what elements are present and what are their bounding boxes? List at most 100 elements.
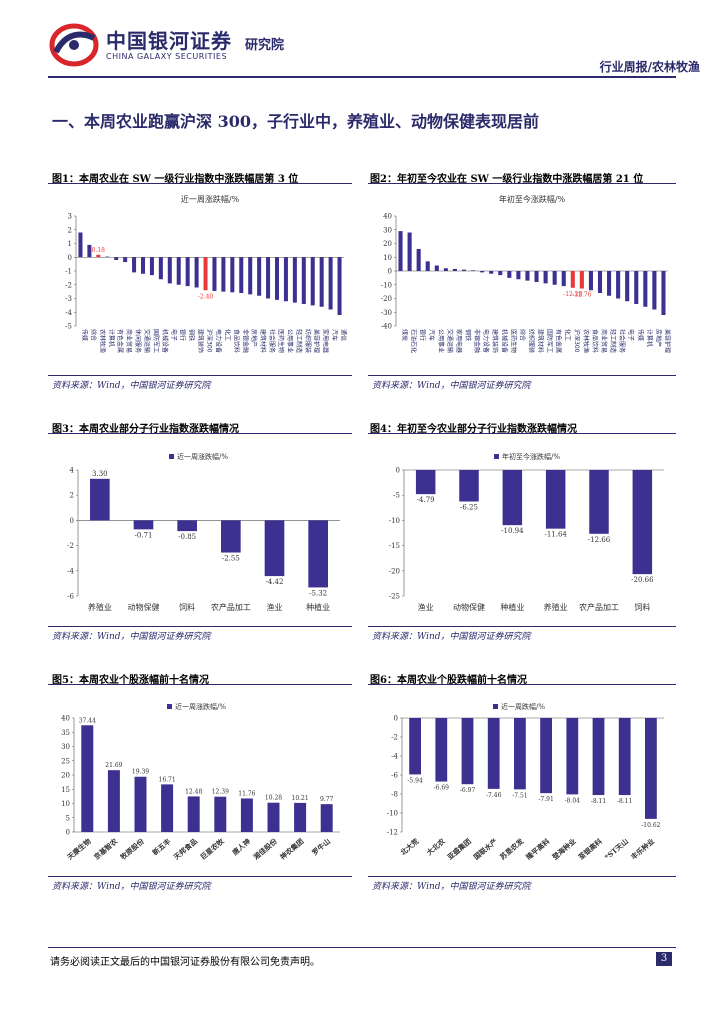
bar: [176, 257, 181, 285]
category-label: 电子: [170, 329, 178, 341]
bar: [212, 257, 217, 291]
category-label: 登海种业: [550, 837, 578, 863]
bar: [283, 257, 288, 302]
bar: [78, 232, 83, 258]
legend-swatch: [169, 454, 174, 459]
y-tick-label: -10: [381, 281, 392, 289]
bar: [398, 231, 403, 271]
category-label: 饲料: [634, 602, 650, 612]
bar: [452, 268, 457, 271]
category-label: 交通运输: [446, 329, 454, 353]
category-label: 传媒: [636, 329, 644, 341]
bar: [652, 271, 657, 310]
category-label: 电力设备: [482, 329, 490, 353]
bar: [625, 271, 630, 302]
category-label: 农产品加工: [579, 602, 619, 612]
y-tick-label: 20: [61, 772, 70, 780]
legend-swatch: [167, 704, 172, 709]
figure-5-source: 资料来源：Wind，中国银河证券研究院: [52, 882, 211, 892]
figure-2-rule: [368, 183, 676, 184]
category-label: 医药生物: [509, 329, 517, 353]
category-label: 建筑装饰: [197, 329, 205, 353]
category-label: 轻工制造: [295, 329, 303, 353]
bar: [221, 520, 241, 553]
bar: [294, 802, 307, 832]
category-label: 养殖业: [88, 602, 112, 612]
y-tick-label: 25: [61, 757, 70, 765]
bar: [480, 271, 485, 273]
category-label: 渔业: [418, 602, 434, 612]
data-label: 10.21: [292, 795, 309, 802]
category-label: 沪深300: [206, 329, 214, 353]
data-label: 16.71: [159, 776, 176, 783]
category-label: 有色金属: [555, 329, 563, 353]
data-label: -12.20: [563, 291, 582, 298]
y-tick-label: -20: [389, 567, 400, 575]
bar: [308, 520, 328, 588]
chart-1: 近一周涨跌幅/% 3 2 1 0 -1 -2 -3 -4 -5 传媒 综合 0.18 农林牧渔 计算机 有色金…: [65, 194, 347, 353]
bar: [257, 257, 262, 296]
category-label: 交通运输: [143, 329, 151, 353]
category-label: 机械设备: [161, 329, 169, 353]
y-tick-label: 30: [61, 743, 70, 751]
figure-6-bottom-rule: [368, 876, 676, 877]
data-label: -2.40: [198, 293, 214, 300]
category-label: 电子: [627, 329, 635, 341]
y-tick-label: 30: [383, 226, 392, 234]
category-label: 种植业: [500, 602, 524, 612]
y-tick-label: -10: [389, 517, 400, 525]
legend: 近一周涨跌幅/%: [181, 194, 240, 204]
legend: 年初至今涨跌幅/%: [499, 194, 566, 204]
category-label: 医药生物: [277, 329, 285, 353]
data-label: -5.94: [407, 777, 423, 784]
bar: [516, 271, 521, 280]
bar: [310, 257, 315, 306]
chart-2: 年初至今涨跌幅/% 40 30 20 10 0 -10 -20 -30 -40 煤炭 石油石化 银行 汽车…: [381, 194, 672, 353]
category-label: 轻工制造: [609, 329, 617, 353]
category-label: 钢铁: [464, 329, 472, 341]
category-label: 食品饮料: [591, 329, 599, 353]
category-label: 农产品加工: [211, 602, 251, 612]
category-label: 家用电器: [322, 329, 330, 353]
bar: [203, 257, 208, 291]
section-title: 一、本周农业跑赢沪深 300，子行业中，养殖业、动物保健表现居前: [52, 112, 539, 131]
bar: [187, 796, 200, 832]
y-tick-label: 0: [70, 517, 74, 525]
category-label: 石油石化: [410, 329, 418, 353]
category-label: 北大荒: [399, 837, 421, 857]
category-label: 国防军工: [152, 329, 160, 353]
category-label: 公用事业: [437, 329, 445, 353]
figure-4-source: 资料来源：Wind，中国银河证券研究院: [372, 632, 531, 642]
bar: [90, 478, 110, 521]
bar: [607, 271, 612, 296]
legend-label: 近一周涨跌幅/%: [175, 702, 226, 711]
category-label: 天邦食品: [172, 837, 199, 862]
y-tick-label: -30: [381, 309, 392, 317]
bar: [645, 718, 657, 819]
y-tick-label: -25: [389, 593, 400, 601]
figure-6-source: 资料来源：Wind，中国银河证券研究院: [372, 882, 531, 892]
y-tick-label: 15: [61, 786, 70, 794]
legend-label: 近一周涨跌幅/%: [181, 194, 240, 204]
category-label: 有色金属: [116, 329, 124, 353]
y-tick-label: 1: [68, 240, 72, 248]
bar: [545, 470, 566, 529]
bar: [514, 718, 526, 790]
bar: [114, 257, 119, 260]
bar: [132, 257, 137, 273]
chart-4: 年初至今涨跌幅/% 0 -5 -10 -15 -20 -25 -4.79 渔业 -6.25 动物保健…: [389, 452, 664, 612]
bar: [661, 271, 666, 315]
chart-3: 近一周涨跌幅/% 4 2 0 -2 -4 -6 3.30 养殖业 -0.71 动物保健 -0.85 饲料…: [67, 452, 340, 612]
data-label: -5.32: [309, 589, 327, 597]
y-tick-label: -5: [65, 323, 72, 331]
category-label: 建筑材料: [259, 329, 267, 353]
figure-2-title: 图2：年初至今农业在 SW 一级行业指数中涨跌幅居第 21 位: [370, 174, 644, 185]
data-label: 19.39: [132, 769, 149, 776]
y-tick-label: -3: [65, 295, 72, 303]
category-label: 新五丰: [151, 837, 173, 857]
bar: [107, 770, 120, 832]
bar: [266, 257, 271, 299]
legend: 年初至今涨跌幅/%: [494, 452, 560, 461]
category-label: 丰乐种业: [629, 837, 656, 862]
category-label: 纺织服装: [304, 329, 312, 353]
